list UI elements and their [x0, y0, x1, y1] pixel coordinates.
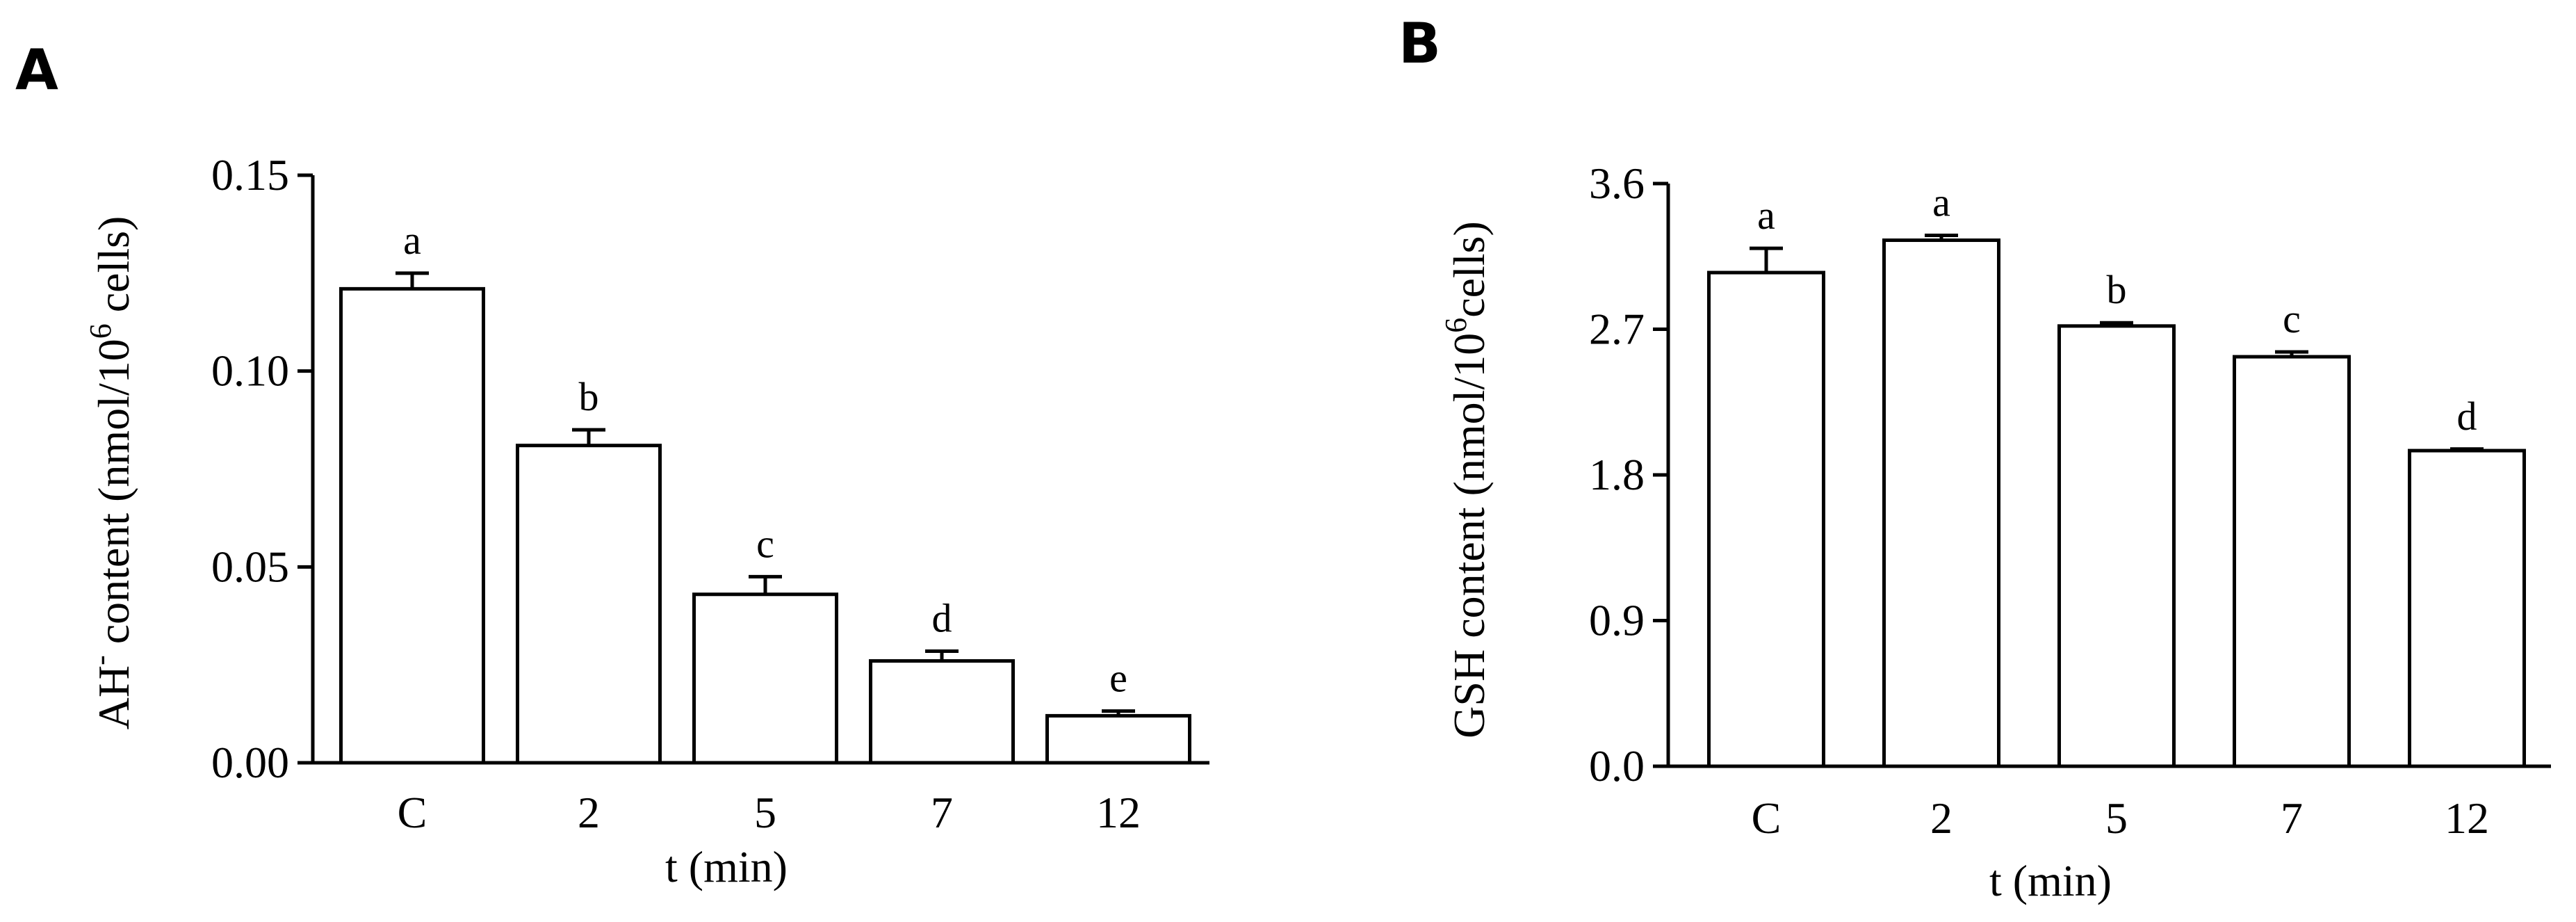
panel-a-y-label-superscript: - [83, 655, 117, 665]
panel-a-y-axis-label: AH- content (nmol/106 cells) [83, 216, 138, 730]
panel-b-x-tick-label-1: 2 [1930, 793, 1953, 843]
panel-b-bar-0 [1707, 270, 1825, 768]
panel-a-significance-label-2: c [756, 521, 774, 566]
panel-b-y-label-exponent: 6 [1439, 318, 1473, 333]
panel-b-significance-label-2: b [2107, 267, 2127, 312]
panel-b-x-axis-label: t (min) [1989, 856, 2112, 905]
panel-a-bar-3 [869, 659, 1015, 765]
panel-b-axes: C 2 5 7 12 0.0 0.9 1.8 2.7 3.6 [1589, 159, 2551, 843]
panel-letter-b: B [1399, 11, 1441, 76]
panel-b-significance-label-4: d [2457, 394, 2477, 439]
panel-a-significance-label-1: b [579, 374, 599, 419]
panel-b-x-tick-label-0: C [1752, 793, 1782, 843]
panel-b-y-label-suffix: cells) [1444, 221, 1494, 318]
panel-a-bar-0 [339, 286, 485, 765]
panel-a-bar-1 [516, 444, 662, 765]
panel-a-axes: C 2 5 7 12 0.00 0.05 0.10 0.15 [211, 150, 1209, 837]
panel-b-y-tick-label-2: 1.8 [1589, 450, 1645, 499]
panel-b-y-tick-label-1: 0.9 [1589, 596, 1645, 645]
panel-a-significance-label-3: d [932, 595, 952, 640]
panel-a-bar-2 [692, 592, 838, 765]
panel-a-y-tick-label-1: 0.05 [211, 542, 289, 591]
panel-a-significance-label-0: a [403, 218, 421, 263]
panel-a-y-label-exponent: 6 [83, 323, 117, 339]
panel-b-bar-3 [2233, 355, 2351, 768]
panel-b-x-tick-label-3: 7 [2281, 793, 2303, 843]
panel-a-bars: a b c d e [339, 218, 1191, 765]
panel-b-x-tick-label-2: 5 [2105, 793, 2128, 843]
panel-b-y-tick-label-3: 2.7 [1589, 305, 1645, 354]
panel-b-x-tick-label-4: 12 [2445, 793, 2489, 843]
panel-a-x-tick-label-4: 12 [1096, 788, 1141, 837]
panel-b-bar-1 [1882, 238, 2000, 768]
panel-b-bars: a a b c d [1707, 179, 2526, 768]
panel-letter-a: A [15, 38, 58, 102]
panel-a-y-label-prefix: AH [89, 665, 138, 729]
panel-a-y-tick-label-3: 0.15 [211, 150, 289, 200]
chart-panel-b: a a b c d C 2 5 7 12 0.0 0.9 1.8 2.7 3.6 t (min) GSH … [1439, 159, 2551, 905]
panel-b-significance-label-1: a [1932, 179, 1950, 225]
panel-a-x-tick-label-0: C [398, 788, 427, 837]
panel-b-y-tick-label-0: 0.0 [1589, 741, 1645, 791]
panel-a-x-tick-label-3: 7 [931, 788, 953, 837]
panel-b-y-label-prefix: GSH content (nmol/10 [1444, 333, 1494, 738]
panel-a-y-label-suffix: cells) [89, 216, 138, 324]
panel-a-significance-label-4: e [1109, 656, 1127, 701]
panel-a-x-tick-label-1: 2 [578, 788, 600, 837]
panel-b-bar-4 [2408, 448, 2526, 768]
panel-b-bar-2 [2057, 324, 2176, 768]
panel-a-bar-4 [1045, 713, 1191, 765]
panel-b-significance-label-3: c [2283, 296, 2301, 341]
panel-b-y-axis-label: GSH content (nmol/106cells) [1439, 221, 1494, 738]
panel-a-y-tick-label-0: 0.00 [211, 738, 289, 787]
panel-b-significance-label-0: a [1757, 193, 1775, 238]
panel-b-y-tick-label-4: 3.6 [1589, 159, 1645, 208]
panel-a-y-tick-label-2: 0.10 [211, 346, 289, 396]
panel-a-y-label-middle: content (nmol/10 [89, 339, 138, 655]
chart-panel-a: a b c d e C 2 5 7 12 0.00 0.05 0.10 0.15 t (min) AH-… [83, 150, 1209, 891]
panel-a-x-axis-label: t (min) [665, 842, 788, 891]
panel-a-x-tick-label-2: 5 [754, 788, 776, 837]
